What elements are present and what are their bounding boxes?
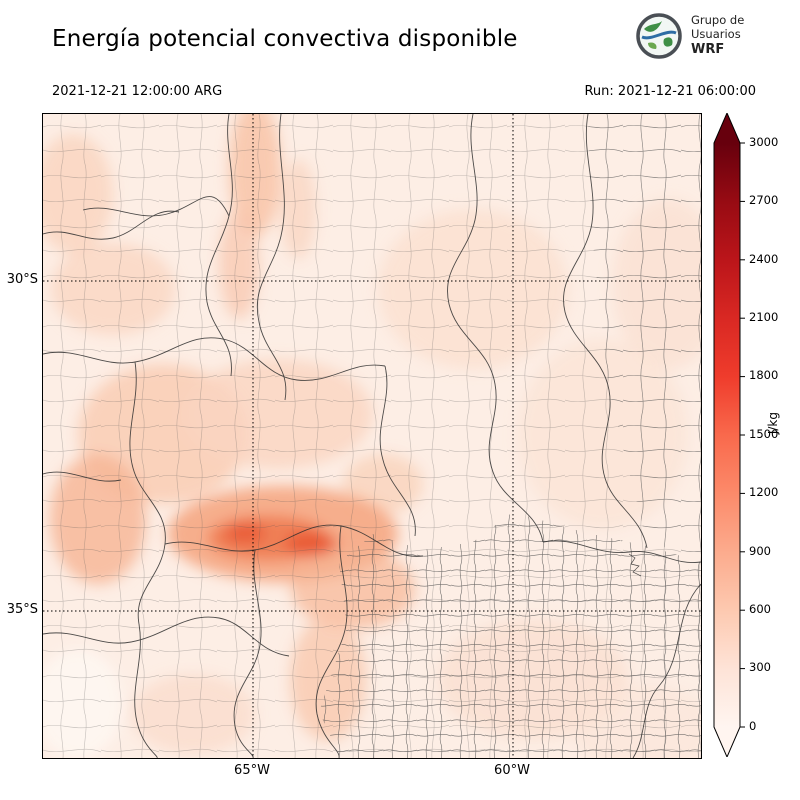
cape-map-svg bbox=[43, 114, 701, 758]
colorbar bbox=[713, 113, 745, 757]
logo-text: Grupo de Usuarios WRF bbox=[691, 14, 744, 57]
valid-time-label: 2021-12-21 12:00:00 ARG bbox=[52, 84, 223, 99]
colorbar-unit-label: J/kg bbox=[766, 412, 780, 435]
colorbar-tick-label: 2100 bbox=[749, 310, 779, 324]
page-title: Energía potencial convectiva disponible bbox=[52, 26, 518, 52]
colorbar-tick-label: 1500 bbox=[749, 427, 779, 441]
colorbar-tick-label: 900 bbox=[749, 544, 771, 558]
colorbar-gradient-bar bbox=[713, 113, 741, 757]
lon-tick-60w: 60°W bbox=[494, 763, 530, 778]
colorbar-tick-label: 0 bbox=[749, 719, 757, 733]
coastline bbox=[632, 583, 701, 758]
map-frame bbox=[42, 113, 702, 759]
colorbar-tick-label: 600 bbox=[749, 602, 771, 616]
colorbar-tick-label: 1800 bbox=[749, 368, 779, 382]
colorbar-tick-label: 2700 bbox=[749, 193, 779, 207]
colorbar-tick-label: 3000 bbox=[749, 135, 779, 149]
logo-line-wrf: WRF bbox=[691, 42, 725, 57]
gridlines bbox=[43, 114, 701, 758]
department-mesh bbox=[43, 114, 701, 758]
globe-icon bbox=[636, 13, 682, 59]
wrf-logo: Grupo de Usuarios WRF bbox=[634, 11, 744, 61]
lat-tick-35s: 35°S bbox=[6, 602, 38, 617]
lat-tick-30s: 30°S bbox=[6, 272, 38, 287]
colorbar-tick-label: 1200 bbox=[749, 485, 779, 499]
delta-boundaries bbox=[628, 553, 642, 577]
logo-line-1: Grupo de bbox=[691, 13, 745, 28]
colorbar-ticks bbox=[740, 142, 745, 728]
province-boundaries bbox=[43, 114, 701, 758]
lon-tick-65w: 65°W bbox=[234, 763, 270, 778]
run-time-label: Run: 2021-12-21 06:00:00 bbox=[584, 84, 756, 99]
logo-line-2: Usuarios bbox=[691, 27, 741, 42]
colorbar-tick-label: 300 bbox=[749, 660, 771, 674]
colorbar-tick-label: 2400 bbox=[749, 252, 779, 266]
